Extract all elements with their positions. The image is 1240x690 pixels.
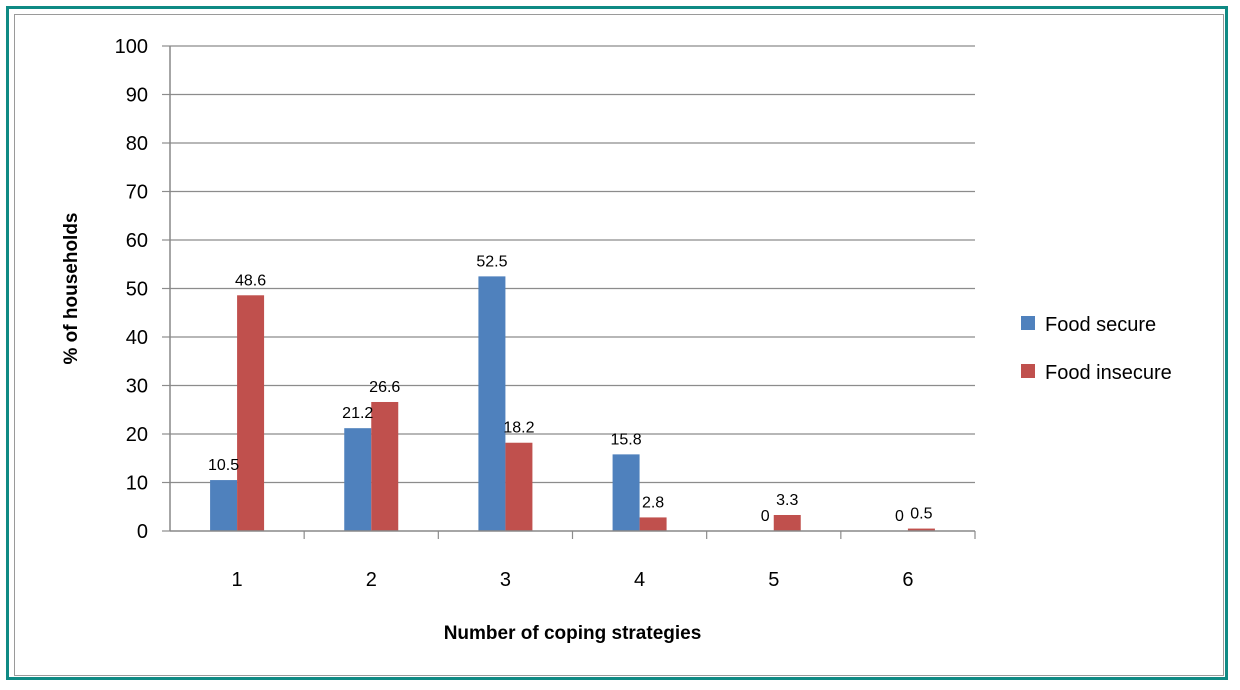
legend-label-food-insecure: Food insecure: [1045, 362, 1172, 384]
data-labels: 10.5 48.6 21.2 26.6 52.5 18.2 15.8 2.8 0 3.3 0 0.5: [208, 253, 933, 525]
x-tick-label: 1: [232, 569, 243, 591]
data-label: 3.3: [776, 492, 798, 509]
x-axis-title: Number of coping strategies: [444, 623, 702, 644]
legend-swatch-food-secure: [1021, 316, 1035, 330]
data-label: 2.8: [642, 494, 664, 511]
bar-food-secure: [478, 276, 506, 531]
data-label: 10.5: [208, 457, 239, 474]
bar-food-insecure: [237, 295, 265, 531]
x-tick-labels: 1 2 3 4 5 6: [232, 569, 914, 591]
bar-food-insecure: [639, 517, 667, 531]
bar-food-insecure: [505, 442, 533, 531]
y-tick-label: 100: [115, 36, 148, 58]
bars: [210, 276, 935, 531]
x-tick-label: 2: [366, 569, 377, 591]
x-tick-label: 6: [902, 569, 913, 591]
y-tick-label: 70: [126, 182, 148, 204]
y-tick-label: 40: [126, 327, 148, 349]
y-tick-label: 50: [126, 279, 148, 301]
data-label: 48.6: [235, 272, 266, 289]
x-tick-label: 3: [500, 569, 511, 591]
data-label: 52.5: [476, 253, 507, 270]
bar-food-insecure: [907, 528, 935, 531]
y-axis-title: % of households: [61, 213, 82, 365]
y-tick-label: 80: [126, 133, 148, 155]
chart-frame: [6, 6, 1228, 680]
y-tick-label: 20: [126, 424, 148, 446]
chart-area-border: [14, 14, 1224, 676]
bar-food-secure: [344, 428, 372, 531]
data-label: 0: [895, 508, 904, 525]
y-tick-label: 90: [126, 85, 148, 107]
bar-food-secure: [612, 454, 640, 531]
data-label: 15.8: [611, 431, 642, 448]
bar-food-insecure: [773, 514, 801, 531]
data-label: 0.5: [910, 506, 932, 523]
legend-label-food-secure: Food secure: [1045, 314, 1156, 336]
y-tick-label: 30: [126, 376, 148, 398]
x-tick-label: 4: [634, 569, 645, 591]
y-tick-labels: 0 10 20 30 40 50 60 70 80 90 100: [115, 36, 148, 543]
data-label: 26.6: [369, 379, 400, 396]
bar-food-secure: [210, 480, 238, 531]
legend-swatch-food-insecure: [1021, 364, 1035, 378]
x-tick-label: 5: [768, 569, 779, 591]
bar-food-insecure: [371, 401, 399, 531]
gridlines: [162, 45, 976, 539]
y-tick-label: 60: [126, 230, 148, 252]
data-label: 0: [761, 508, 770, 525]
y-tick-label: 0: [137, 521, 148, 543]
data-label: 21.2: [342, 405, 373, 422]
legend: Food secure Food insecure: [1021, 314, 1172, 384]
y-tick-label: 10: [126, 473, 148, 495]
data-label: 18.2: [503, 420, 534, 437]
